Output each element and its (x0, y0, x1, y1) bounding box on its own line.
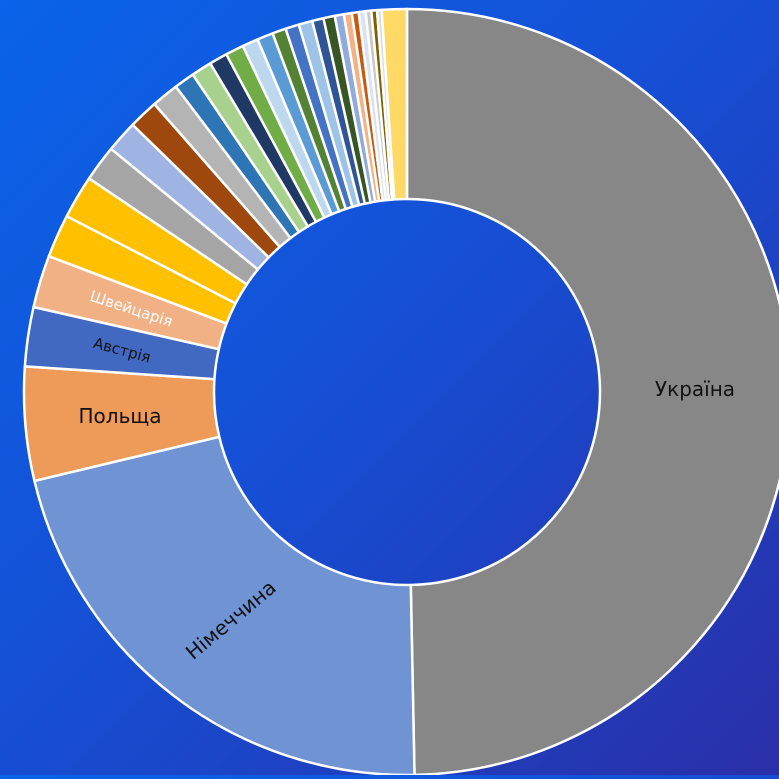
donut-slice-1 (33, 435, 416, 777)
donut-slice-29 (380, 7, 409, 201)
donut-slice-label-2: Польща (79, 404, 162, 428)
slices-layer (22, 7, 779, 777)
donut-slice-label-0: Україна (655, 377, 735, 401)
donut-slice-0 (405, 7, 779, 777)
